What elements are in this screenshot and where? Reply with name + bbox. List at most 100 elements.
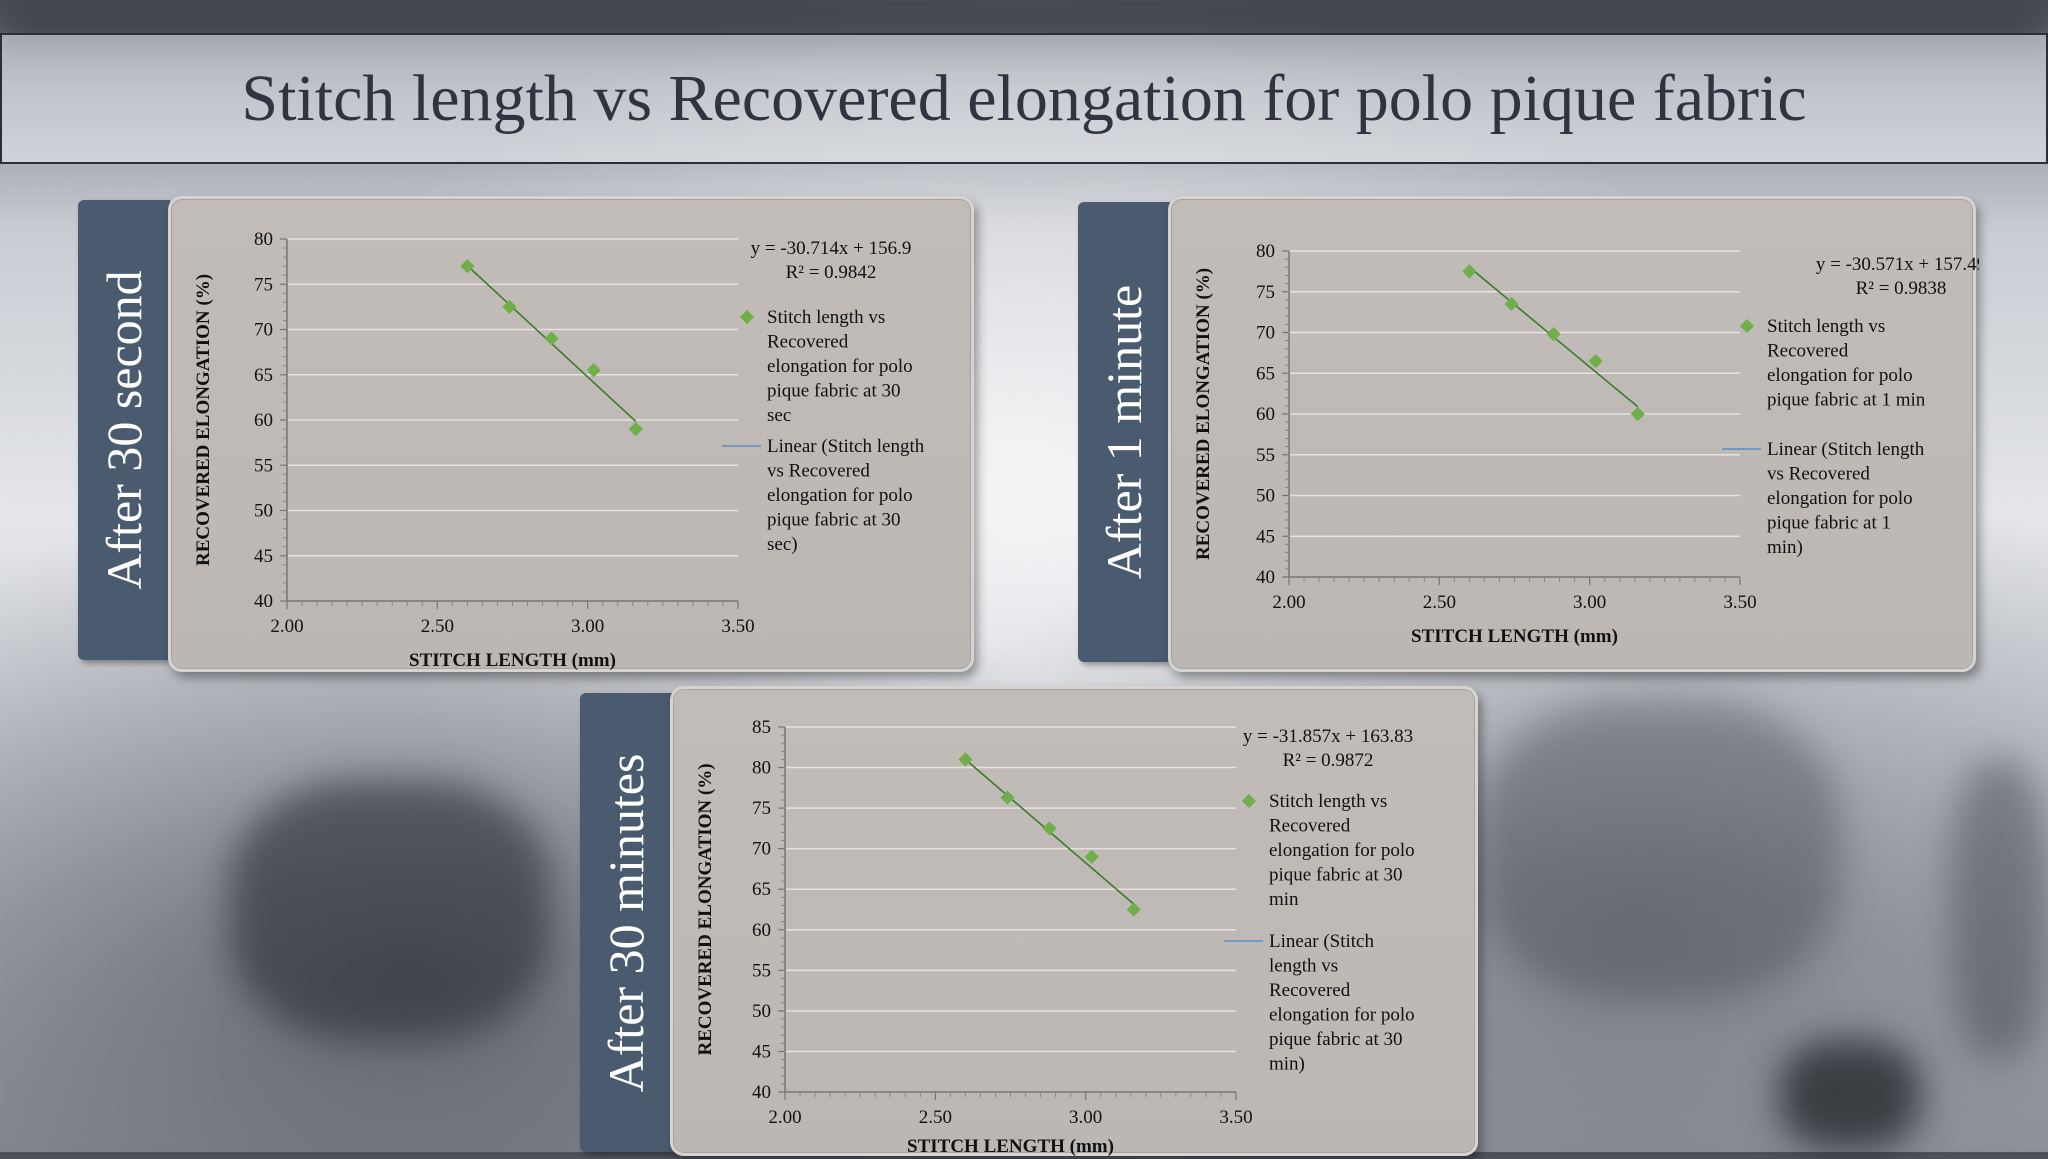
legend-marker-swatch <box>1739 318 1755 334</box>
legend-line-text: min) <box>1269 1054 1305 1075</box>
y-tick-label: 70 <box>254 320 273 341</box>
background-shape <box>1480 700 1840 1000</box>
legend-marker-text: pique fabric at 1 min <box>1767 390 1926 411</box>
r-squared-label: R² = 0.9838 <box>1856 278 1947 299</box>
legend-line-text: sec) <box>767 534 798 555</box>
y-tick-label: 50 <box>752 1001 771 1022</box>
chart-tab-1-minute: After 1 minute <box>1078 202 1170 662</box>
legend-line-text: pique fabric at 1 <box>1767 513 1891 534</box>
y-axis-title: RECOVERED ELONGATION (%) <box>1193 268 1214 560</box>
x-tick-label: 2.50 <box>1423 592 1456 613</box>
chart-panel-30-second: 40 45 50 55 60 65 70 75 80 2.00 2.50 3.00 3.50 STITCH… <box>168 196 974 672</box>
y-tick-label: 50 <box>254 501 273 522</box>
legend-marker-swatch <box>739 309 755 325</box>
data-point <box>544 331 559 346</box>
data-point <box>1630 406 1645 422</box>
legend-marker-text: sec <box>767 405 791 426</box>
data-point <box>1126 902 1141 917</box>
legend-marker-text: min <box>1269 889 1299 910</box>
x-tick-label: 3.00 <box>571 616 604 637</box>
y-tick-label: 75 <box>1256 282 1275 303</box>
data-point <box>1084 849 1099 864</box>
x-tick-label: 2.50 <box>421 616 454 637</box>
data-point <box>1588 353 1603 369</box>
chart-panel-30-minutes: 40 45 50 55 60 65 70 75 80 85 2.00 2.50 3.00 3.50 STIT… <box>670 686 1478 1157</box>
legend-line-text: pique fabric at 30 <box>1269 1029 1402 1050</box>
legend-line-text: pique fabric at 30 <box>767 510 900 531</box>
x-axis-title: STITCH LENGTH (mm) <box>1411 626 1618 647</box>
chart-panel-1-minute: 40 45 50 55 60 65 70 75 80 2.00 2.50 3.00 3.50 STITCH… <box>1168 196 1979 672</box>
legend-marker-text: elongation for polo <box>1269 840 1415 861</box>
legend-marker-text: elongation for polo <box>1767 365 1913 386</box>
y-tick-label: 75 <box>752 798 771 819</box>
chart-tab-label: After 30 minutes <box>598 753 654 1092</box>
legend-line-text: vs Recovered <box>767 461 870 482</box>
data-point <box>1042 821 1057 836</box>
y-tick-label: 55 <box>1256 445 1275 466</box>
legend-marker-text: Recovered <box>1269 816 1351 837</box>
data-point <box>1462 264 1477 279</box>
legend-marker-text: elongation for polo <box>767 356 913 377</box>
y-tick-label: 60 <box>1256 404 1275 425</box>
x-tick-label: 3.50 <box>1723 592 1756 613</box>
r-squared-label: R² = 0.9842 <box>786 262 877 283</box>
data-point <box>1000 790 1015 805</box>
legend-marker-text: pique fabric at 30 <box>767 381 900 402</box>
legend-marker-text: Stitch length vs <box>1767 316 1885 337</box>
data-point <box>1546 327 1561 342</box>
y-tick-label: 50 <box>1256 486 1275 507</box>
y-tick-label: 65 <box>254 365 273 386</box>
x-tick-label: 2.50 <box>919 1107 952 1128</box>
background-shape <box>1950 760 2048 1060</box>
y-tick-label: 40 <box>752 1082 771 1103</box>
data-point <box>460 259 475 274</box>
legend-marker-text: Stitch length vs <box>767 307 885 328</box>
legend-line-text: min) <box>1767 537 1803 558</box>
legend-line-text: Linear (Stitch length <box>1767 439 1925 460</box>
y-tick-label: 80 <box>254 229 273 250</box>
legend-line-text: elongation for polo <box>1269 1005 1415 1026</box>
y-tick-label: 80 <box>1256 241 1275 262</box>
chart-tab-30-minutes: After 30 minutes <box>580 693 672 1152</box>
legend-marker-text: Stitch length vs <box>1269 791 1387 812</box>
x-tick-label: 3.00 <box>1069 1107 1102 1128</box>
x-axis-title: STITCH LENGTH (mm) <box>409 650 616 671</box>
legend-line-text: Linear (Stitch <box>1269 931 1374 952</box>
x-tick-label: 3.00 <box>1573 592 1606 613</box>
legend-marker-swatch <box>1241 793 1257 809</box>
y-tick-label: 70 <box>1256 323 1275 344</box>
x-tick-label: 2.00 <box>270 616 303 637</box>
x-axis-title: STITCH LENGTH (mm) <box>907 1136 1114 1157</box>
x-tick-label: 3.50 <box>721 616 754 637</box>
chart-tab-label: After 30 second <box>96 270 152 590</box>
chart-tab-30-second: After 30 second <box>78 200 170 660</box>
legend-line-text: Recovered <box>1269 980 1351 1001</box>
y-tick-label: 70 <box>752 839 771 860</box>
legend-line-text: Linear (Stitch length <box>767 436 925 457</box>
slide-title: Stitch length vs Recovered elongation fo… <box>241 61 1807 135</box>
data-point <box>502 299 517 314</box>
legend-line-text: vs Recovered <box>1767 464 1870 485</box>
data-point <box>586 363 601 378</box>
chart-tab-label: After 1 minute <box>1096 284 1152 580</box>
legend-line-text: elongation for polo <box>1767 488 1913 509</box>
y-tick-label: 45 <box>752 1041 771 1062</box>
y-tick-label: 65 <box>1256 363 1275 384</box>
y-tick-label: 40 <box>1256 567 1275 588</box>
legend-marker-text: Recovered <box>767 332 849 353</box>
background-shape <box>1780 1040 1920 1150</box>
trendline-equation: y = -30.714x + 156.9 <box>751 238 912 259</box>
x-tick-label: 3.50 <box>1219 1107 1252 1128</box>
y-tick-label: 55 <box>254 455 273 476</box>
y-tick-label: 75 <box>254 274 273 295</box>
y-tick-label: 65 <box>752 879 771 900</box>
y-tick-label: 40 <box>254 591 273 612</box>
y-tick-label: 45 <box>1256 526 1275 547</box>
slide-title-bar: Stitch length vs Recovered elongation fo… <box>0 33 2048 164</box>
y-tick-label: 55 <box>752 960 771 981</box>
y-tick-label: 60 <box>752 920 771 941</box>
scatter-chart-1-minute: 40 45 50 55 60 65 70 75 80 2.00 2.50 3.00 3.50 STITCH… <box>1193 241 1979 647</box>
background-shape <box>230 780 550 1040</box>
y-tick-label: 60 <box>254 410 273 431</box>
legend-marker-text: Recovered <box>1767 341 1849 362</box>
